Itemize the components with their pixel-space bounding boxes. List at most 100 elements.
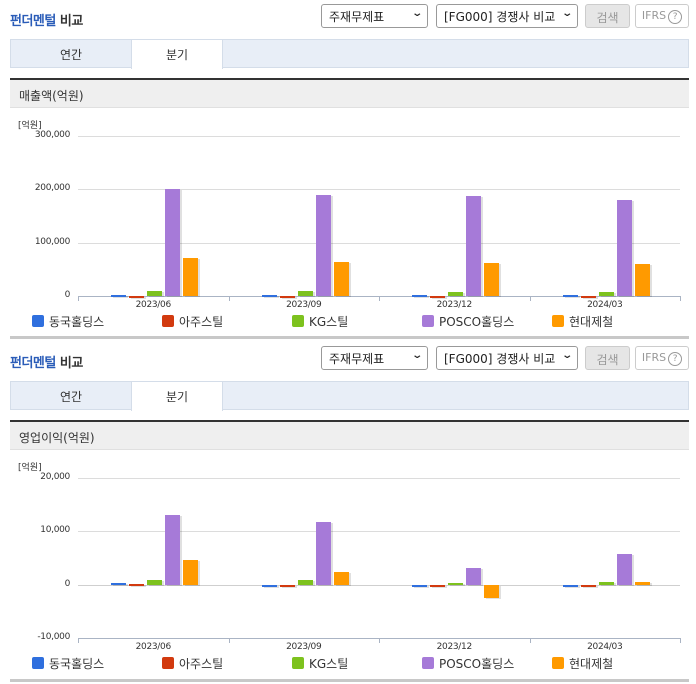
help-icon[interactable]: ? [668,10,683,24]
x-axis-tick [529,296,531,301]
legend-item[interactable]: POSCO홀딩스 [422,313,514,330]
legend-item[interactable]: POSCO홀딩스 [422,655,514,672]
bar-아주스틸 [129,295,145,298]
bar-현대제철 [634,264,650,296]
legend-swatch-icon [552,315,564,327]
legend-swatch-icon [32,657,44,669]
bar-현대제철 [183,258,199,296]
section-title: 펀더멘털 비교 [10,14,83,29]
section-divider [10,336,689,339]
bar-현대제철 [333,572,349,585]
legend-item[interactable]: 현대제철 [552,313,613,330]
legend-label: 동국홀딩스 [49,315,105,329]
statement-type-select[interactable]: 주재무제표 ⌄ [321,346,428,370]
legend-swatch-icon [292,657,304,669]
x-tick-label: 2023/06 [135,300,172,310]
bar-아주스틸 [279,584,295,587]
legend-swatch-icon [422,657,434,669]
bar-아주스틸 [279,295,295,298]
x-axis-tick [379,296,380,301]
legend-swatch-icon [32,315,44,327]
bar-KG스틸 [448,292,464,296]
fundamental-section-revenue: 펀더멘털 비교 주재무제표 ⌄ [FG000] 경쟁사 비교 ⌄ 검색 IFRS? … [0,0,696,340]
help-icon[interactable]: ? [668,352,683,366]
chevron-down-icon: ⌄ [410,8,423,19]
fundamental-section-operating-profit: 펀더멘털 비교 주재무제표 ⌄ [FG000] 경쟁사 비교 ⌄ 검색 IFRS? … [0,342,696,684]
legend-item[interactable]: 아주스틸 [162,655,223,672]
chart-legend: 동국홀딩스 아주스틸 KG스틸 POSCO홀딩스 현대제철 [32,655,682,673]
chevron-down-icon: ⌄ [560,8,573,19]
legend-item[interactable]: KG스틸 [292,313,348,330]
bar-동국홀딩스 [562,584,578,587]
bar-KG스틸 [598,292,614,296]
ifrs-button[interactable]: IFRS? [635,4,689,28]
x-tick-label: 2024/03 [587,300,623,310]
y-tick-label: 0 [64,290,71,300]
legend-item[interactable]: 동국홀딩스 [32,655,104,672]
x-tick-label: 2023/12 [436,300,473,310]
section-divider [10,679,689,682]
y-tick-label: 0 [64,578,71,589]
bar-아주스틸 [580,295,596,298]
x-axis-tick [228,638,230,643]
legend-label: 아주스틸 [179,315,224,329]
bar-동국홀딩스 [261,584,277,587]
legend-item[interactable]: 동국홀딩스 [32,313,104,330]
tab-annual[interactable]: 연간 [59,390,83,404]
bar-POSCO홀딩스 [315,521,331,585]
bar-현대제철 [183,560,199,585]
y-tick-label: 100,000 [34,236,70,247]
bar-아주스틸 [430,295,446,298]
x-axis-tick [78,296,79,301]
bar-현대제철 [484,584,500,598]
bar-동국홀딩스 [562,294,578,297]
legend-item[interactable]: 아주스틸 [162,313,223,330]
chevron-down-icon: ⌄ [560,350,573,361]
legend-label: 현대제철 [569,315,614,329]
legend-label: KG스틸 [309,657,349,671]
bar-KG스틸 [448,583,464,586]
legend-label: 동국홀딩스 [49,657,105,671]
bar-KG스틸 [147,580,163,585]
search-button[interactable]: 검색 [585,346,630,370]
gridline [78,478,680,479]
legend-swatch-icon [292,315,304,327]
tab-quarterly[interactable]: 분기 [131,382,223,411]
operating-profit-chart: [억원] 20,000 10,000 0 -10,000 2023/06 2023/09 20… [10,342,689,684]
legend-swatch-icon [162,657,174,669]
ifrs-button[interactable]: IFRS? [635,346,689,370]
bar-KG스틸 [297,291,313,296]
section-header: 펀더멘털 비교 주재무제표 ⌄ [FG000] 경쟁사 비교 ⌄ 검색 IFRS? [10,342,690,372]
x-tick-label: 2024/03 [587,642,623,652]
comparison-group-select[interactable]: [FG000] 경쟁사 비교 ⌄ [436,4,578,28]
chart-subheader: 매출액(억원) [10,78,689,108]
x-tick-label: 2023/09 [286,300,322,310]
legend-label: 현대제철 [569,657,614,671]
bar-동국홀딩스 [412,584,428,587]
revenue-chart: [억원] 300,000 200,000 100,000 0 2023/06 2023/09… [10,0,689,340]
section-header: 펀더멘털 비교 주재무제표 ⌄ [FG000] 경쟁사 비교 ⌄ 검색 IFRS? [10,0,690,30]
y-tick-label: 300,000 [34,130,70,140]
bar-동국홀딩스 [261,294,277,297]
legend-item[interactable]: 현대제철 [552,655,613,672]
bar-동국홀딩스 [111,294,127,297]
tab-quarterly[interactable]: 분기 [131,40,223,69]
legend-item[interactable]: KG스틸 [292,655,348,672]
period-tabs: 연간 분기 [10,381,689,411]
y-axis-unit-label: [억원] [18,121,42,131]
chart-legend: 동국홀딩스 아주스틸 KG스틸 POSCO홀딩스 현대제철 [32,313,682,331]
legend-label: POSCO홀딩스 [439,315,515,329]
comparison-group-select[interactable]: [FG000] 경쟁사 비교 ⌄ [436,346,578,370]
search-button[interactable]: 검색 [585,4,630,28]
chevron-down-icon: ⌄ [410,350,423,361]
tab-annual[interactable]: 연간 [59,48,83,62]
x-axis-tick [680,638,681,643]
statement-type-select[interactable]: 주재무제표 ⌄ [321,4,428,28]
zero-line [78,584,680,586]
legend-swatch-icon [552,657,564,669]
y-tick-label: -10,000 [37,632,70,642]
bar-KG스틸 [297,580,313,585]
bar-아주스틸 [580,584,596,587]
bar-KG스틸 [598,582,614,585]
bar-현대제철 [484,262,500,296]
